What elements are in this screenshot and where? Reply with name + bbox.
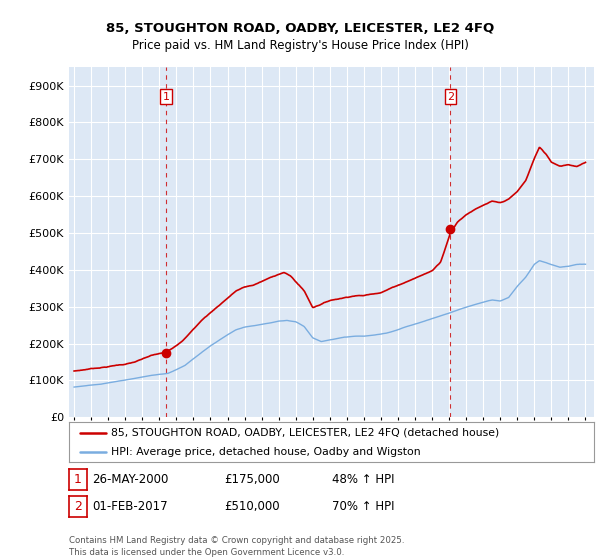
Text: 85, STOUGHTON ROAD, OADBY, LEICESTER, LE2 4FQ (detached house): 85, STOUGHTON ROAD, OADBY, LEICESTER, LE… xyxy=(111,428,499,438)
Text: £175,000: £175,000 xyxy=(224,473,280,486)
Text: 48% ↑ HPI: 48% ↑ HPI xyxy=(332,473,394,486)
Text: 01-FEB-2017: 01-FEB-2017 xyxy=(92,500,167,513)
Text: 2: 2 xyxy=(447,92,454,102)
Text: 85, STOUGHTON ROAD, OADBY, LEICESTER, LE2 4FQ: 85, STOUGHTON ROAD, OADBY, LEICESTER, LE… xyxy=(106,22,494,35)
Text: 2: 2 xyxy=(74,500,82,513)
Text: Contains HM Land Registry data © Crown copyright and database right 2025.
This d: Contains HM Land Registry data © Crown c… xyxy=(69,536,404,557)
Text: £510,000: £510,000 xyxy=(224,500,280,513)
Text: 70% ↑ HPI: 70% ↑ HPI xyxy=(332,500,394,513)
Text: Price paid vs. HM Land Registry's House Price Index (HPI): Price paid vs. HM Land Registry's House … xyxy=(131,39,469,52)
Text: HPI: Average price, detached house, Oadby and Wigston: HPI: Average price, detached house, Oadb… xyxy=(111,447,421,457)
Text: 1: 1 xyxy=(74,473,82,486)
Text: 26-MAY-2000: 26-MAY-2000 xyxy=(92,473,168,486)
Text: 1: 1 xyxy=(163,92,170,102)
